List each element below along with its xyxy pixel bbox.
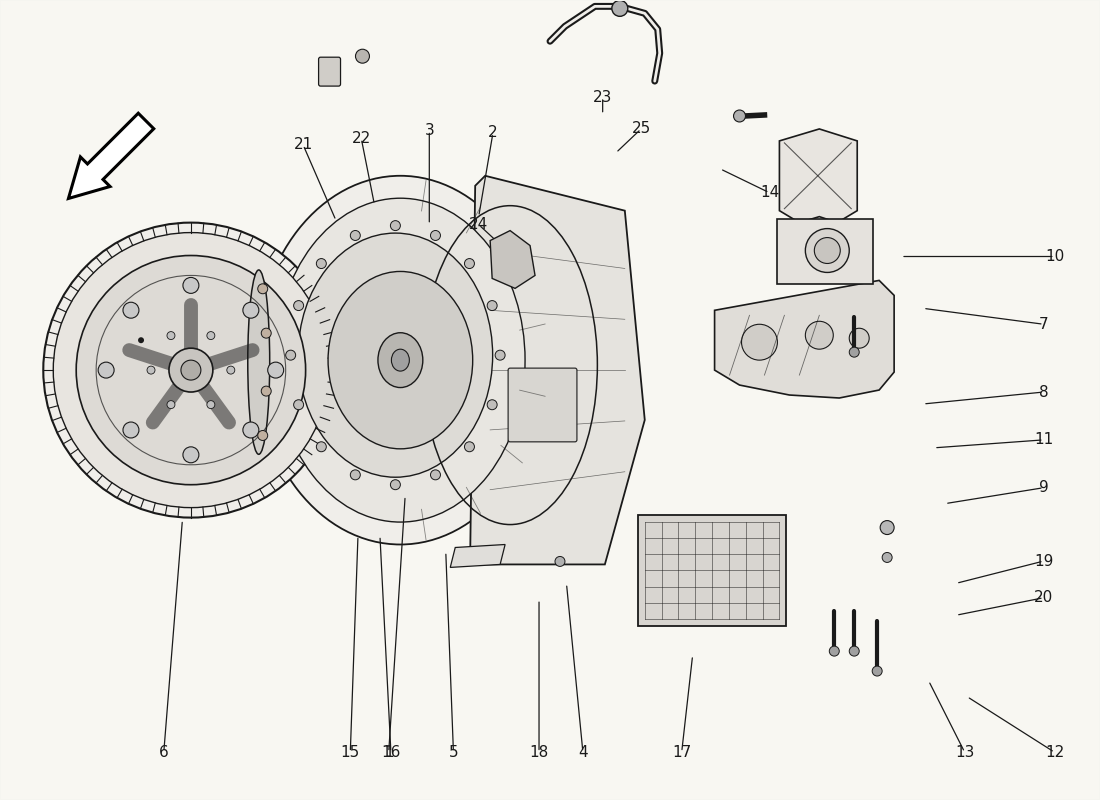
Circle shape <box>734 110 746 122</box>
Circle shape <box>741 324 778 360</box>
Circle shape <box>207 401 215 409</box>
Circle shape <box>849 328 869 348</box>
Circle shape <box>495 350 505 360</box>
Circle shape <box>317 442 327 452</box>
FancyBboxPatch shape <box>319 57 341 86</box>
FancyBboxPatch shape <box>778 218 873 285</box>
Circle shape <box>430 230 440 241</box>
Circle shape <box>53 233 329 508</box>
Circle shape <box>350 470 361 480</box>
Polygon shape <box>780 129 857 222</box>
Circle shape <box>243 302 258 318</box>
Circle shape <box>814 238 840 263</box>
Circle shape <box>350 230 361 241</box>
Text: 13: 13 <box>955 745 975 760</box>
Text: 4: 4 <box>579 745 587 760</box>
Circle shape <box>167 331 175 339</box>
Circle shape <box>169 348 213 392</box>
Polygon shape <box>470 176 645 565</box>
Circle shape <box>880 521 894 534</box>
Ellipse shape <box>328 271 473 449</box>
Circle shape <box>147 366 155 374</box>
Circle shape <box>207 331 215 339</box>
Text: 23: 23 <box>593 90 613 105</box>
Circle shape <box>612 0 628 16</box>
Circle shape <box>243 422 258 438</box>
Circle shape <box>227 366 234 374</box>
Text: 16: 16 <box>382 745 400 760</box>
Text: 18: 18 <box>529 745 549 760</box>
Circle shape <box>76 255 306 485</box>
Circle shape <box>849 347 859 357</box>
Circle shape <box>183 447 199 462</box>
Text: 21: 21 <box>294 138 312 152</box>
Text: 9: 9 <box>1038 480 1048 495</box>
Text: 6: 6 <box>158 745 168 760</box>
Circle shape <box>464 258 474 269</box>
Polygon shape <box>715 281 894 398</box>
Ellipse shape <box>378 333 422 387</box>
Circle shape <box>138 338 144 343</box>
Ellipse shape <box>392 349 409 371</box>
Circle shape <box>183 278 199 294</box>
Text: 22: 22 <box>352 131 371 146</box>
Text: 11: 11 <box>1034 432 1054 447</box>
Ellipse shape <box>255 176 544 545</box>
Polygon shape <box>491 230 535 288</box>
Text: 2: 2 <box>488 126 498 141</box>
Circle shape <box>257 430 267 441</box>
Text: 5: 5 <box>449 745 459 760</box>
Text: 25: 25 <box>631 122 651 137</box>
Circle shape <box>430 470 440 480</box>
Circle shape <box>390 480 400 490</box>
Circle shape <box>261 386 272 396</box>
Ellipse shape <box>248 270 270 454</box>
Circle shape <box>805 322 834 349</box>
Circle shape <box>882 553 892 562</box>
Circle shape <box>257 284 267 294</box>
Ellipse shape <box>276 198 525 522</box>
Circle shape <box>556 557 565 566</box>
Circle shape <box>805 229 849 273</box>
Text: 3: 3 <box>425 123 435 138</box>
Circle shape <box>355 50 370 63</box>
Circle shape <box>167 401 175 409</box>
Text: 10: 10 <box>1045 249 1065 264</box>
Circle shape <box>98 362 114 378</box>
Text: 20: 20 <box>1034 590 1054 606</box>
Circle shape <box>487 400 497 410</box>
Text: 15: 15 <box>341 745 360 760</box>
Text: 12: 12 <box>1045 745 1065 760</box>
Circle shape <box>390 221 400 230</box>
Text: 1: 1 <box>384 745 394 760</box>
Circle shape <box>849 646 859 656</box>
Polygon shape <box>68 114 154 198</box>
Circle shape <box>487 301 497 310</box>
Circle shape <box>317 258 327 269</box>
Circle shape <box>294 301 304 310</box>
Text: 8: 8 <box>1038 385 1048 399</box>
Text: 24: 24 <box>469 217 488 232</box>
Circle shape <box>872 666 882 676</box>
Circle shape <box>286 350 296 360</box>
Text: 14: 14 <box>760 186 779 200</box>
Text: 7: 7 <box>1038 317 1048 332</box>
Polygon shape <box>450 545 505 567</box>
Circle shape <box>180 360 201 380</box>
Text: 19: 19 <box>1034 554 1054 569</box>
Ellipse shape <box>298 233 493 478</box>
Circle shape <box>123 422 139 438</box>
Circle shape <box>464 442 474 452</box>
Circle shape <box>267 362 284 378</box>
Text: 17: 17 <box>672 745 691 760</box>
Circle shape <box>261 328 272 338</box>
Circle shape <box>123 302 139 318</box>
Circle shape <box>43 222 339 518</box>
FancyBboxPatch shape <box>638 514 786 626</box>
FancyBboxPatch shape <box>508 368 576 442</box>
Circle shape <box>294 400 304 410</box>
Circle shape <box>829 646 839 656</box>
